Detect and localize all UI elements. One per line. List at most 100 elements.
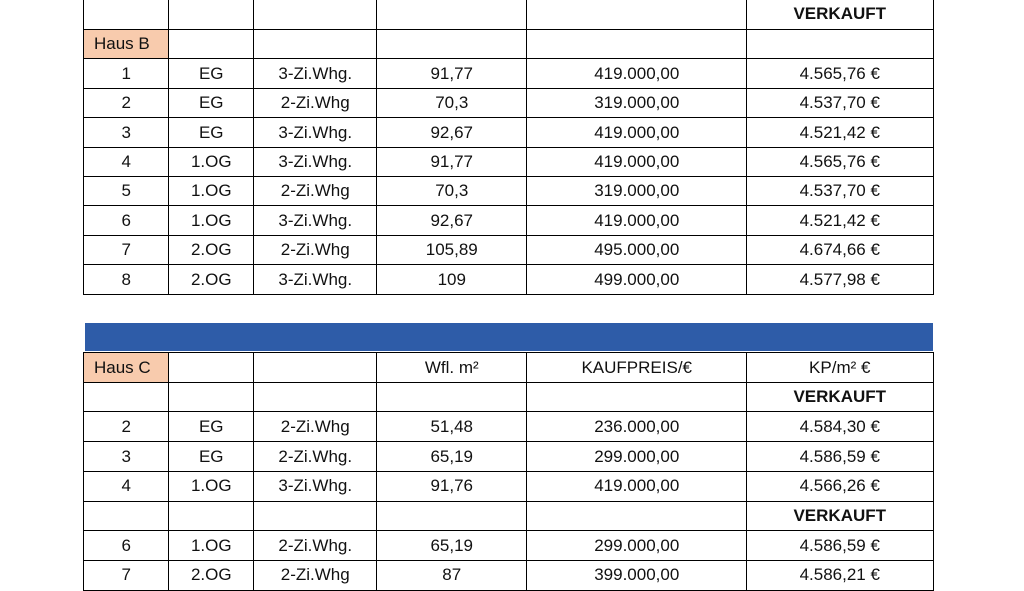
table-cell (253, 500, 378, 532)
table-cell: 4.537,70 € (746, 176, 934, 207)
table-cell: 1.OG (168, 176, 255, 207)
table-cell: 2-Zi.Whg (253, 411, 378, 443)
table-cell: EG (168, 441, 255, 473)
table-cell: 4 (83, 470, 170, 502)
table-cell: 495.000,00 (526, 234, 748, 266)
table-cell (83, 381, 170, 413)
table-cell: 2-Zi.Whg. (253, 530, 378, 562)
table-cell: 2-Zi.Whg (253, 234, 378, 266)
table-cell: 1.OG (168, 470, 255, 502)
status-cell: VERKAUFT (746, 500, 934, 532)
table-cell: 91,76 (376, 470, 528, 502)
table-cell: 3-Zi.Whg. (253, 146, 378, 178)
table-cell: 65,19 (376, 441, 528, 473)
table-cell: 1.OG (168, 205, 255, 237)
table-cell (526, 0, 748, 31)
table-cell: 92,67 (376, 117, 528, 149)
table-cell: 419.000,00 (526, 58, 748, 90)
table-cell: 3-Zi.Whg. (253, 205, 378, 237)
table-cell (376, 500, 528, 532)
table-cell: 92,67 (376, 205, 528, 237)
table-cell: 419.000,00 (526, 470, 748, 502)
table-cell: KP/m² € (746, 352, 934, 384)
table-cell: 6 (83, 530, 170, 562)
status-cell: VERKAUFT (746, 381, 934, 413)
table-cell: 3-Zi.Whg. (253, 117, 378, 149)
table-cell: 4.586,21 € (746, 559, 934, 591)
table-cell (526, 29, 748, 60)
table-cell: 4.521,42 € (746, 205, 934, 237)
table-cell: 499.000,00 (526, 264, 748, 296)
table-cell: 2-Zi.Whg (253, 87, 378, 119)
table-cell (376, 29, 528, 60)
table-cell: 51,48 (376, 411, 528, 443)
table-cell: 3 (83, 117, 170, 149)
table-cell: 2.OG (168, 234, 255, 266)
table-cell: 70,3 (376, 87, 528, 119)
status-cell: VERKAUFT (746, 0, 934, 31)
table-cell: 4.565,76 € (746, 146, 934, 178)
table-cell: 3-Zi.Whg. (253, 470, 378, 502)
table-cell: 319.000,00 (526, 87, 748, 119)
table-cell: 4.537,70 € (746, 87, 934, 119)
table-cell: 399.000,00 (526, 559, 748, 591)
table-cell: 4.584,30 € (746, 411, 934, 443)
table-cell: 2-Zi.Whg (253, 559, 378, 591)
table-cell (168, 352, 255, 384)
table-cell: KAUFPREIS/€ (526, 352, 748, 384)
table-cell: 8 (83, 264, 170, 296)
table-cell: 3-Zi.Whg. (253, 58, 378, 90)
table-cell (253, 381, 378, 413)
table-cell: 419.000,00 (526, 205, 748, 237)
table-cell (168, 0, 255, 31)
table-cell: 419.000,00 (526, 146, 748, 178)
table-cell: 2.OG (168, 264, 255, 296)
table-cell: 87 (376, 559, 528, 591)
page: VERKAUFT Haus B 1 EG 3-Zi.Whg. 91,77 419.000,0… (83, 0, 934, 591)
table-cell: 6 (83, 205, 170, 237)
table-cell: 4.565,76 € (746, 58, 934, 90)
separator-bar (85, 323, 933, 351)
house-label: Haus C (83, 352, 170, 384)
table-cell: 2 (83, 411, 170, 443)
table-cell: 2-Zi.Whg. (253, 441, 378, 473)
table-cell (376, 0, 528, 31)
table-cell (253, 352, 378, 384)
table-cell (253, 0, 378, 31)
table-cell (83, 0, 170, 31)
table-cell: 4.566,26 € (746, 470, 934, 502)
house-label: Haus B (83, 29, 170, 60)
table-cell: 4.521,42 € (746, 117, 934, 149)
table-cell: 4.577,98 € (746, 264, 934, 296)
table-cell: EG (168, 411, 255, 443)
table-cell (83, 500, 170, 532)
table-cell (168, 29, 255, 60)
table-cell: 91,77 (376, 58, 528, 90)
table-cell: 7 (83, 234, 170, 266)
table-cell: Wfl. m² (376, 352, 528, 384)
table-cell: 2-Zi.Whg (253, 176, 378, 207)
table-cell: 2 (83, 87, 170, 119)
table-cell: 319.000,00 (526, 176, 748, 207)
table-cell: 105,89 (376, 234, 528, 266)
table-cell: 4.586,59 € (746, 530, 934, 562)
table-cell: 299.000,00 (526, 441, 748, 473)
table-cell: 5 (83, 176, 170, 207)
table-cell (253, 29, 378, 60)
table-cell: EG (168, 87, 255, 119)
table-cell: 236.000,00 (526, 411, 748, 443)
table-cell: 4.674,66 € (746, 234, 934, 266)
table-cell: 1 (83, 58, 170, 90)
table-cell (746, 29, 934, 60)
table-cell: 1.OG (168, 530, 255, 562)
table-cell: 70,3 (376, 176, 528, 207)
table-cell (526, 500, 748, 532)
table-cell: 299.000,00 (526, 530, 748, 562)
table-cell: 2.OG (168, 559, 255, 591)
table-cell: 1.OG (168, 146, 255, 178)
table-cell: EG (168, 58, 255, 90)
table-cell (168, 381, 255, 413)
table-cell: 419.000,00 (526, 117, 748, 149)
table-cell (376, 381, 528, 413)
table-cell: EG (168, 117, 255, 149)
